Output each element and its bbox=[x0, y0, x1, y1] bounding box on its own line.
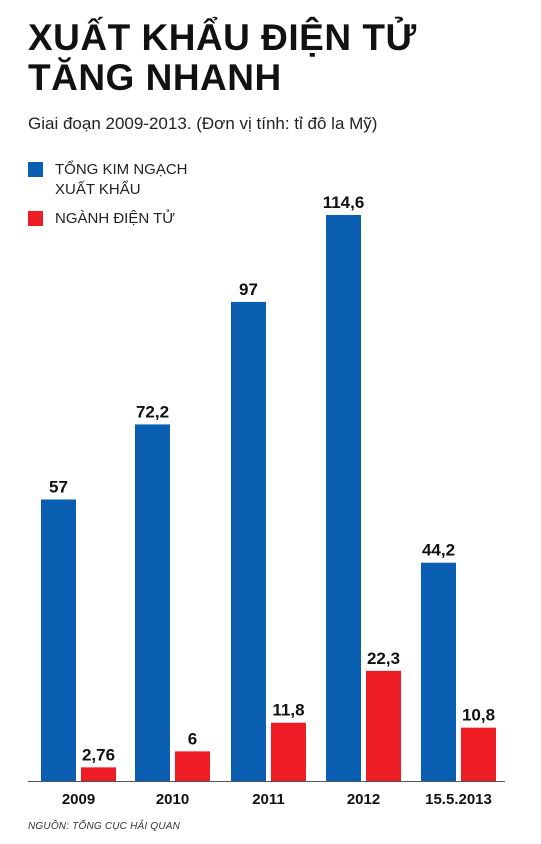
legend-swatch-red bbox=[28, 211, 43, 226]
legend-swatch-blue bbox=[28, 162, 43, 177]
bar-total-3 bbox=[326, 215, 361, 781]
chart-subtitle: Giai đoạn 2009-2013. (Đơn vị tính: tỉ đô… bbox=[28, 114, 378, 133]
x-tick-label-3: 2012 bbox=[347, 791, 380, 808]
data-label-total-1: 72,2 bbox=[136, 402, 169, 421]
data-label-electronics-0: 2,76 bbox=[82, 745, 115, 764]
data-label-electronics-4: 10,8 bbox=[462, 706, 495, 725]
bar-electronics-0 bbox=[81, 767, 116, 781]
bar-total-4 bbox=[421, 562, 456, 781]
data-label-electronics-3: 22,3 bbox=[367, 649, 400, 668]
legend-item-total-exports: TỔNG KIM NGẠCH XUẤT KHẨU bbox=[28, 160, 225, 200]
legend-label-electronics: NGÀNH ĐIỆN TỬ bbox=[55, 210, 176, 227]
bar-total-1 bbox=[135, 424, 170, 781]
title-line-1: XUẤT KHẨU ĐIỆN TỬ bbox=[28, 17, 417, 58]
legend-label-line-1: TỔNG KIM NGẠCH bbox=[55, 161, 188, 178]
bar-electronics-3 bbox=[366, 670, 401, 781]
data-label-total-3: 114,6 bbox=[323, 193, 365, 212]
bar-electronics-1 bbox=[175, 751, 210, 781]
data-label-electronics-1: 6 bbox=[188, 729, 197, 748]
x-tick-label-2: 2011 bbox=[252, 791, 285, 808]
bar-total-2 bbox=[231, 301, 266, 781]
data-label-electronics-2: 11,8 bbox=[272, 701, 304, 720]
x-tick-label-0: 2009 bbox=[62, 791, 95, 808]
bar-electronics-2 bbox=[271, 722, 306, 781]
bar-total-0 bbox=[41, 499, 76, 781]
legend-label-total-exports: TỔNG KIM NGẠCH XUẤT KHẨU bbox=[55, 160, 225, 200]
source-note: NGUỒN: TỔNG CỤC HẢI QUAN bbox=[28, 821, 181, 832]
x-tick-label-4: 15.5.2013 bbox=[425, 791, 492, 808]
x-tick-label-1: 2010 bbox=[156, 791, 189, 808]
data-label-total-4: 44,2 bbox=[422, 541, 455, 560]
data-label-total-2: 97 bbox=[239, 280, 258, 299]
bar-electronics-4 bbox=[461, 727, 496, 781]
data-label-total-0: 57 bbox=[49, 477, 68, 496]
legend-item-electronics: NGÀNH ĐIỆN TỬ bbox=[28, 209, 225, 229]
chart-title: XUẤT KHẨU ĐIỆN TỬ TĂNG NHANH bbox=[28, 18, 528, 98]
title-line-2: TĂNG NHANH bbox=[28, 57, 282, 98]
legend-label-line-2: XUẤT KHẨU bbox=[55, 181, 141, 198]
